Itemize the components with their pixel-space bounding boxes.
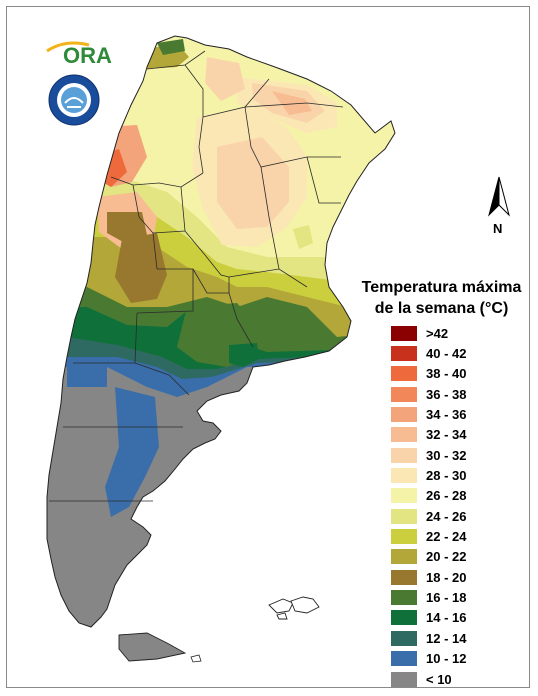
legend-swatch <box>391 671 417 687</box>
legend-swatch <box>391 569 417 585</box>
legend-item: 18 - 20 <box>391 567 466 587</box>
legend-item: 10 - 12 <box>391 649 466 669</box>
legend-item: 26 - 28 <box>391 486 466 506</box>
legend-swatch <box>391 427 417 443</box>
isla-de-los-estados <box>190 654 202 663</box>
legend-item: 16 - 18 <box>391 587 466 607</box>
legend-item: 38 - 40 <box>391 364 466 384</box>
legend-label: < 10 <box>426 671 452 687</box>
legend-swatch <box>391 447 417 463</box>
legend-item: 22 - 24 <box>391 526 466 546</box>
legend-title: Temperatura máxima de la semana (°C) <box>349 277 534 319</box>
legend-item: 12 - 14 <box>391 628 466 648</box>
legend-item: 36 - 38 <box>391 384 466 404</box>
legend-title-line1: Temperatura máxima <box>361 279 522 296</box>
legend-label: 12 - 14 <box>426 630 467 646</box>
north-arrow-label: N <box>493 221 503 236</box>
legend-item: 28 - 30 <box>391 465 466 485</box>
legend-item: 34 - 36 <box>391 404 466 424</box>
map-frame: ORA N Temperatura máxima de la semana (°… <box>6 6 530 688</box>
legend-label: 26 - 28 <box>426 488 467 504</box>
legend-label: 34 - 36 <box>426 407 467 423</box>
legend-label: 32 - 34 <box>426 427 467 443</box>
legend-item: < 10 <box>391 669 466 689</box>
legend-swatch <box>391 488 417 504</box>
legend-swatch <box>391 549 417 565</box>
legend-item: 32 - 34 <box>391 425 466 445</box>
legend-label: 10 - 12 <box>426 651 467 667</box>
legend-item: 24 - 26 <box>391 506 466 526</box>
legend-swatch <box>391 630 417 646</box>
legend: >42 40 - 42 38 - 40 36 - 38 34 - 36 32 - 34 30… <box>391 323 466 689</box>
legend-item: 30 - 32 <box>391 445 466 465</box>
smn-logo <box>48 74 100 126</box>
legend-label: 30 - 32 <box>426 447 467 463</box>
legend-swatch <box>391 468 417 484</box>
malvinas-islands <box>268 596 320 620</box>
legend-label: 18 - 20 <box>426 569 467 585</box>
tierra-del-fuego <box>118 632 187 662</box>
legend-label: >42 <box>426 325 449 341</box>
legend-swatch <box>391 366 417 382</box>
legend-label: 16 - 18 <box>426 590 467 606</box>
legend-label: 28 - 30 <box>426 468 467 484</box>
legend-label: 22 - 24 <box>426 529 467 545</box>
ora-logo: ORA <box>46 41 112 68</box>
legend-item: 14 - 16 <box>391 608 466 628</box>
legend-swatch <box>391 386 417 402</box>
legend-label: 24 - 26 <box>426 508 467 524</box>
legend-swatch <box>391 590 417 606</box>
legend-label: 36 - 38 <box>426 386 467 402</box>
ora-logo-text: ORA <box>63 43 112 68</box>
legend-item: >42 <box>391 323 466 343</box>
legend-label: 38 - 40 <box>426 366 467 382</box>
legend-swatch <box>391 651 417 667</box>
legend-label: 20 - 22 <box>426 549 467 565</box>
country-outline <box>46 35 396 628</box>
legend-item: 20 - 22 <box>391 547 466 567</box>
legend-label: 14 - 16 <box>426 610 467 626</box>
north-arrow-icon <box>488 176 510 217</box>
legend-swatch <box>391 346 417 362</box>
argentina-map <box>46 35 396 663</box>
legend-swatch <box>391 508 417 524</box>
legend-swatch <box>391 325 417 341</box>
legend-swatch <box>391 407 417 423</box>
legend-swatch <box>391 610 417 626</box>
legend-swatch <box>391 529 417 545</box>
province-boundaries <box>49 50 344 502</box>
legend-title-line2: de la semana (°C) <box>374 300 509 317</box>
legend-item: 40 - 42 <box>391 343 466 363</box>
legend-label: 40 - 42 <box>426 346 467 362</box>
